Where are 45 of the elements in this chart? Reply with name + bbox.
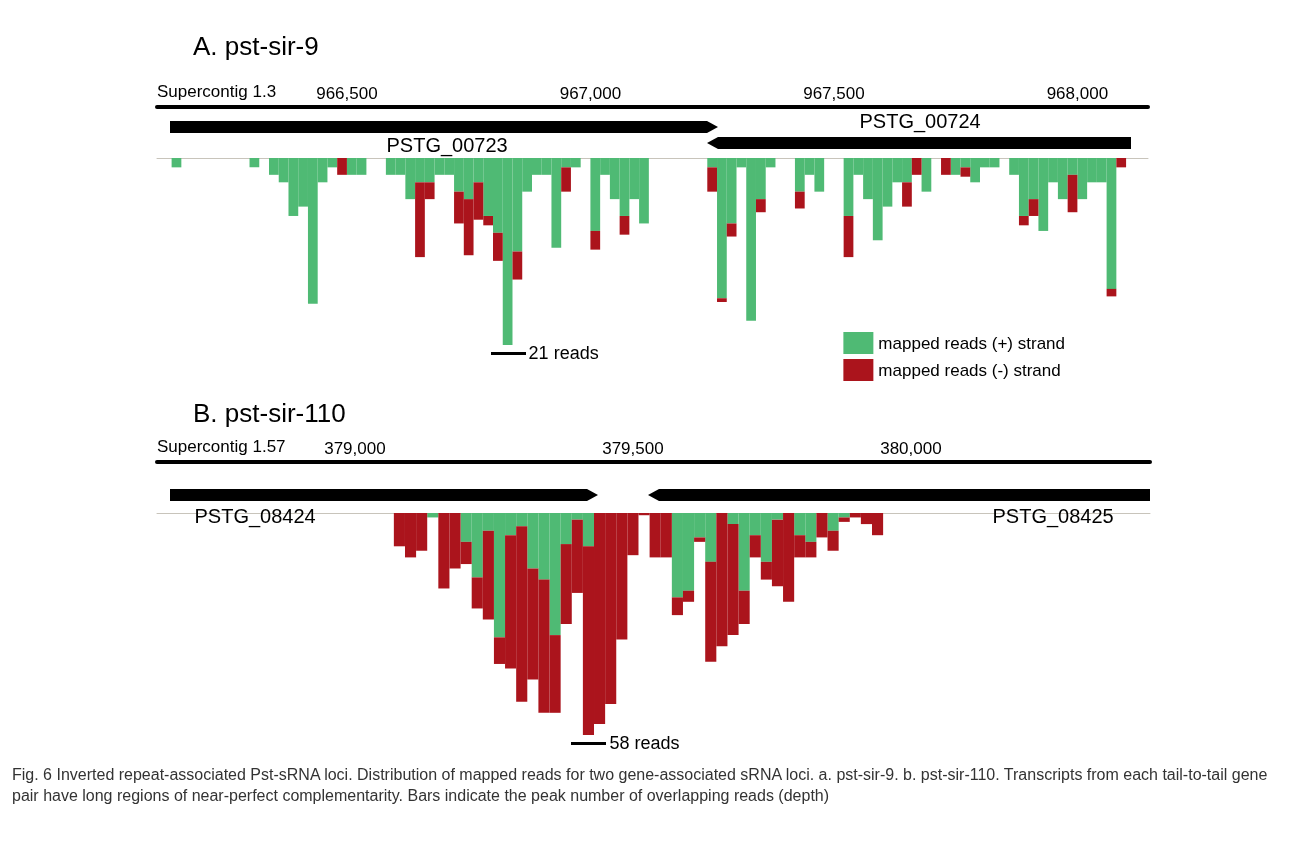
x-tick-label: 968,000 (1046, 84, 1109, 103)
x-axis-title: Supercontig 1.57 (157, 437, 286, 456)
annotation: 58 reads (609, 733, 680, 753)
bar (726, 223, 737, 237)
legend-label: mapped reads (-) strand (878, 360, 1061, 380)
x-axis-title: Supercontig 1.3 (157, 82, 277, 101)
bar (337, 158, 347, 175)
bar (941, 158, 951, 175)
legend-label: mapped reads (+) strand (878, 333, 1066, 353)
bar (590, 230, 601, 250)
bar (1018, 215, 1029, 226)
bar (1116, 158, 1127, 168)
x-tick-label: 966,500 (316, 84, 378, 103)
x-tick-label: 379,500 (602, 439, 664, 458)
bar (619, 215, 630, 235)
bar (921, 158, 932, 192)
bar (911, 158, 922, 175)
annotation: PSTG_08425 (992, 505, 1114, 527)
x-tick-label: 380,000 (880, 439, 942, 458)
x-tick-label: 379,000 (324, 439, 386, 458)
bar (749, 535, 761, 558)
bar (512, 251, 523, 280)
annotation: PSTG_08424 (194, 505, 316, 527)
bar (960, 167, 971, 177)
chart-title: B. pst-sir-110 (193, 398, 346, 428)
caption: Fig. 6 Inverted repeat-associated Pst-sRNA loci. Distribution of mapped reads for two gene-associated sRNA loci. a. pst-sir-9. b. pst-sir-110. Transcripts from each tail-to-tail gene pair have long regions of near-perfect complementarity. Bars indicate the peak number of overlapping reads (depth) (12, 765, 1269, 806)
chart-title: A. pst-sir-9 (193, 31, 319, 61)
bar (427, 513, 439, 518)
bar (902, 182, 912, 207)
bar (694, 537, 706, 542)
text: PSTG_00723 (386, 134, 508, 156)
bar (707, 167, 718, 192)
bar (843, 215, 854, 258)
bar (1028, 199, 1039, 216)
x-tick-label: 967,000 (559, 84, 622, 103)
x-tick-label: 967,500 (803, 84, 865, 103)
bar (755, 199, 766, 213)
bar (794, 191, 805, 209)
bar (493, 232, 503, 261)
bar (717, 298, 727, 302)
bar (1067, 174, 1078, 213)
annotation: 21 reads (528, 343, 599, 363)
bar (838, 517, 850, 522)
bar (561, 167, 571, 192)
text: PSTG_00724 (859, 110, 981, 132)
